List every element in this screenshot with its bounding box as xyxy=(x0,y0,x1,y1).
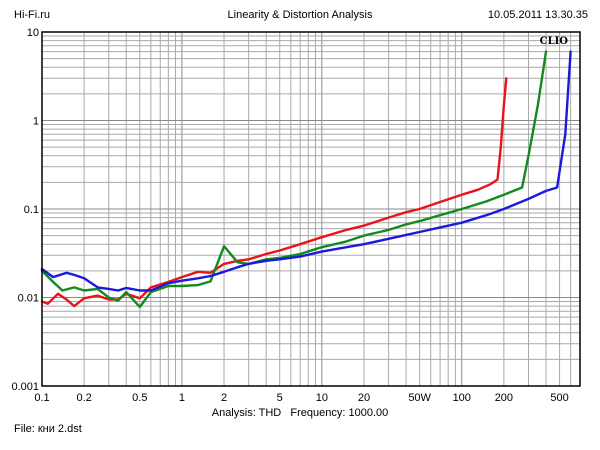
x-tick-label: 200 xyxy=(495,392,513,404)
clio-brand-label: CLIO xyxy=(540,36,569,47)
x-tick-label: 1 xyxy=(179,392,185,404)
x-tick-label: 100 xyxy=(453,392,471,404)
analysis-value: THD xyxy=(258,407,282,419)
x-tick-label: 10 xyxy=(316,392,328,404)
x-tick-label: 50W xyxy=(408,392,431,404)
plot-frame xyxy=(41,31,581,387)
x-tick-label: 20 xyxy=(358,392,370,404)
y-tick-label: 10 xyxy=(27,27,39,39)
series-line-1 xyxy=(40,77,508,308)
analysis-label: Analysis: xyxy=(211,407,256,419)
y-tick-label: 0.001 xyxy=(11,381,39,393)
series-line-3 xyxy=(40,50,572,292)
y-tick-label: 0.01 xyxy=(18,293,39,305)
site-name: Hi-Fi.ru xyxy=(14,9,51,21)
frequency-value: 1000.00 xyxy=(348,407,389,419)
x-tick-label: 500 xyxy=(550,392,568,404)
series-line-2 xyxy=(40,50,548,309)
x-tick-label: 5 xyxy=(277,392,283,404)
file-label: File: xyxy=(14,423,35,435)
x-tick-label: 0.2 xyxy=(76,392,91,404)
chart-title: Linearity & Distortion Analysis xyxy=(227,9,373,21)
analysis-caption: Analysis: THD Frequency: 1000.00 xyxy=(0,407,600,419)
y-tick-label: 0.1 xyxy=(24,204,39,216)
x-tick-label: 2 xyxy=(221,392,227,404)
frequency-label: Frequency: xyxy=(290,407,346,419)
x-tick-label: 0.5 xyxy=(132,392,147,404)
file-caption: File: кни 2.dst xyxy=(14,423,82,435)
timestamp: 10.05.2011 13.30.35 xyxy=(487,9,588,21)
x-tick-label: 0.1 xyxy=(34,392,49,404)
file-name: кни 2.dst xyxy=(37,423,82,435)
y-tick-label: 1 xyxy=(33,116,39,128)
